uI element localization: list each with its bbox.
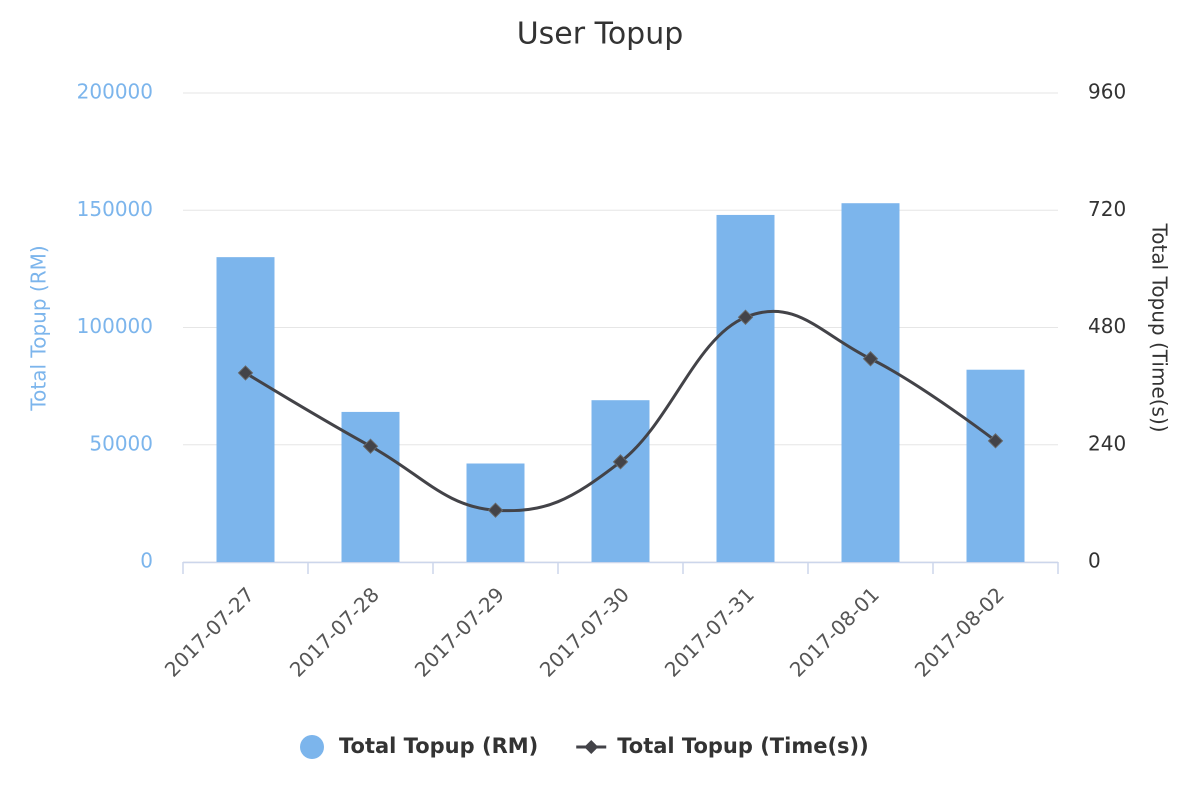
line-marker [612, 454, 629, 470]
legend-label[interactable]: Total Topup (Time(s)) [617, 734, 869, 758]
y2-tick-label: 480 [1088, 314, 1126, 338]
y2-tick-label: 720 [1088, 197, 1126, 221]
chart-title: User Topup [517, 17, 684, 52]
y-axis-title: Total Topup (RM) [27, 245, 51, 411]
line-marker [362, 438, 379, 454]
line-marker [237, 365, 254, 381]
bar [591, 400, 650, 562]
legend-label[interactable]: Total Topup (RM) [339, 734, 538, 758]
line-marker [737, 309, 754, 325]
y2-tick-label: 240 [1088, 431, 1126, 455]
bar [841, 203, 900, 562]
y-tick-label: 150000 [77, 197, 153, 221]
legend-symbol[interactable] [300, 735, 324, 759]
bar [966, 369, 1025, 562]
y-tick-label: 100000 [77, 314, 153, 338]
line-marker [987, 433, 1004, 449]
line-marker [487, 502, 504, 518]
legend-symbol[interactable] [584, 740, 599, 754]
bar [716, 214, 775, 562]
y-tick-label: 0 [140, 549, 153, 573]
line-marker [862, 351, 879, 367]
y2-tick-label: 960 [1088, 80, 1126, 104]
y-tick-label: 50000 [89, 431, 153, 455]
y2-tick-label: 0 [1088, 549, 1101, 573]
y2-axis-title: Total Topup (Time(s)) [1148, 222, 1172, 432]
bar [216, 257, 275, 562]
y-tick-label: 200000 [77, 80, 153, 104]
